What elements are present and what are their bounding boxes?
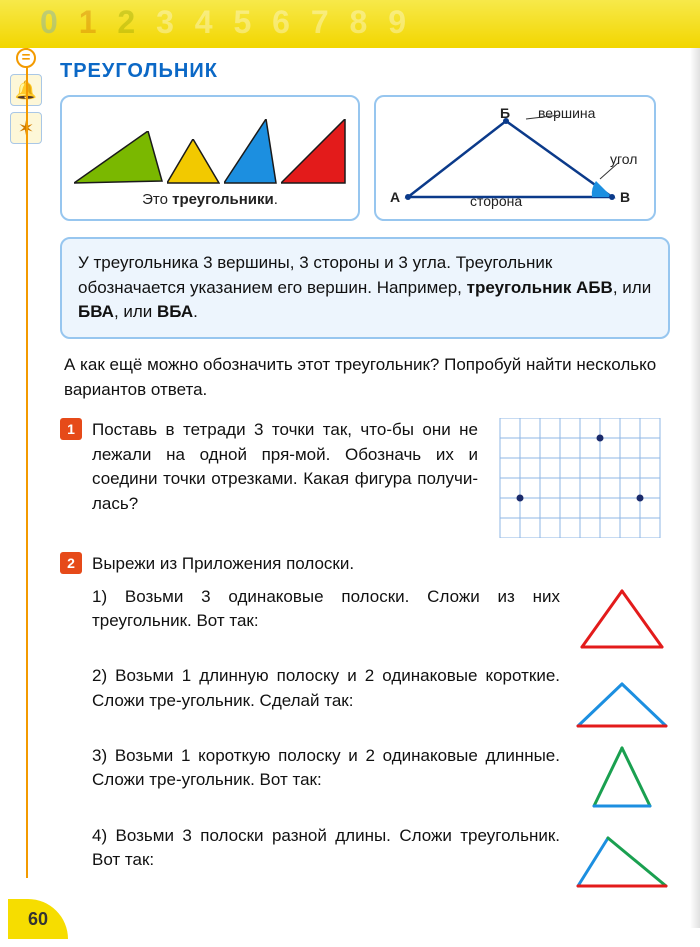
task-1-grid xyxy=(490,418,670,538)
panel-a-caption: Это треугольники. xyxy=(74,191,346,208)
task-2-sub-2: 2) Возьми 1 длинную полоску и 2 одинаков… xyxy=(92,664,670,738)
page-number: 60 xyxy=(8,899,68,939)
task-2-sub-4-text: 4) Возьми 3 полоски разной длины. Сложи … xyxy=(92,824,560,872)
label-side: сторона xyxy=(470,193,522,209)
task-2-sub-1: 1) Возьми 3 одинаковые полоски. Сложи из… xyxy=(92,585,670,659)
task-1-text: Поставь в тетради 3 точки так, что-бы он… xyxy=(92,418,478,538)
vertex-A-label: А xyxy=(390,189,400,205)
task-2-intro: Вырежи из Приложения полоски. xyxy=(92,552,670,577)
task-2-badge: 2 xyxy=(60,552,82,574)
panel-examples: Это треугольники. xyxy=(60,95,360,221)
task-2-sub-4-triangle xyxy=(574,826,670,898)
rail-node-icon xyxy=(16,48,36,68)
followup-question: А как ещё можно обозначить этот треуголь… xyxy=(64,353,666,402)
triangle-red xyxy=(281,119,346,185)
triangle-yellow xyxy=(167,139,220,185)
vertex-pointer xyxy=(524,109,564,123)
definition-box: У треугольника 3 вершины, 3 стороны и 3 … xyxy=(60,237,670,339)
task-2-sub-2-text: 2) Возьми 1 длинную полоску и 2 одинаков… xyxy=(92,664,560,712)
page-content: ТРЕУГОЛЬНИК Это треугольники. Б А xyxy=(60,60,670,917)
angle-pointer xyxy=(598,161,620,183)
page-shadow xyxy=(690,48,700,928)
task-1-badge: 1 xyxy=(60,418,82,440)
task-2-sub-1-text: 1) Возьми 3 одинаковые полоски. Сложи из… xyxy=(92,585,560,633)
top-banner: 0 1 2 3 4 5 6 7 8 9 xyxy=(0,0,700,48)
left-rail: 🔔 ✶ xyxy=(0,48,52,918)
triangle-green xyxy=(74,131,163,185)
task-2-sub-2-triangle xyxy=(574,666,670,738)
task-1: 1 Поставь в тетради 3 точки так, что-бы … xyxy=(60,418,670,538)
panel-labeled-triangle: Б А В вершина угол сторона xyxy=(374,95,656,221)
task-2-sub-3: 3) Возьми 1 короткую полоску и 2 одинако… xyxy=(92,744,670,818)
task-2-sub-1-triangle xyxy=(574,587,670,659)
banner-digits: 0 1 2 3 4 5 6 7 8 9 xyxy=(40,4,412,41)
vertex-V-label: В xyxy=(620,189,630,205)
task-2-sub-3-triangle xyxy=(574,746,670,818)
triangle-blue xyxy=(224,119,277,185)
page-title: ТРЕУГОЛЬНИК xyxy=(60,60,670,83)
vertex-B-label: Б xyxy=(500,105,510,121)
task-2-sub-4: 4) Возьми 3 полоски разной длины. Сложи … xyxy=(92,824,670,898)
task-2-sub-3-text: 3) Возьми 1 короткую полоску и 2 одинако… xyxy=(92,744,560,792)
intro-panels: Это треугольники. Б А В вершина угол сто… xyxy=(60,95,670,221)
task-2: 2 Вырежи из Приложения полоски. 1) Возьм… xyxy=(60,552,670,903)
rail-line xyxy=(26,48,28,878)
triangle-examples xyxy=(74,107,346,185)
